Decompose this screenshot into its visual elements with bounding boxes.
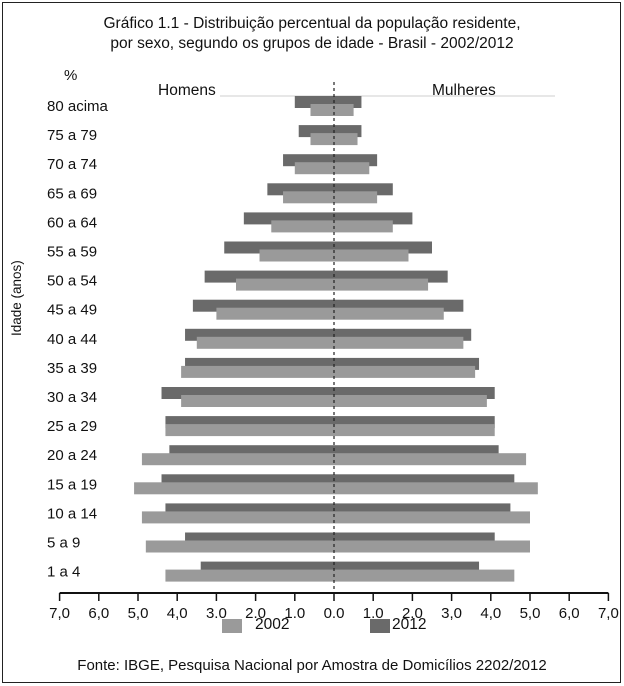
- x-tick-label: 1.0: [284, 605, 305, 622]
- bar-mulheres-2002: [334, 307, 444, 320]
- x-tick-label: 4,0: [167, 605, 188, 622]
- age-label: 10 a 14: [47, 505, 97, 522]
- age-label: 65 a 69: [47, 185, 97, 202]
- bar-homens-2002: [310, 133, 334, 146]
- x-tick-label: 7,0: [598, 605, 619, 622]
- unit-label: %: [64, 67, 78, 84]
- age-label: 35 a 39: [47, 360, 97, 377]
- x-tick-label: 3,0: [441, 605, 462, 622]
- x-tick-label: 2.0: [245, 605, 266, 622]
- bar-homens-2002: [165, 569, 334, 582]
- bar-mulheres-2002: [334, 249, 409, 262]
- mulheres-label: Mulheres: [432, 82, 496, 99]
- bar-homens-2002: [141, 453, 334, 466]
- x-tick-label: 5,0: [520, 605, 541, 622]
- age-label: 30 a 34: [47, 389, 97, 406]
- bar-mulheres-2002: [334, 511, 530, 524]
- chart-title: Gráfico 1.1 - Distribuição percentual da…: [0, 14, 624, 54]
- legend: 2002 2012: [0, 615, 624, 637]
- bar-mulheres-2002: [334, 424, 495, 437]
- bar-homens-2002: [236, 278, 334, 291]
- age-label: 75 a 79: [47, 127, 97, 144]
- bar-mulheres-2002: [334, 191, 378, 204]
- bar-homens-2002: [165, 424, 334, 437]
- bar-homens-2002: [283, 191, 334, 204]
- bar-mulheres-2002: [334, 104, 354, 116]
- bar-homens-2002: [271, 220, 334, 233]
- bar-mulheres-2002: [334, 569, 515, 582]
- x-tick-label: 1.0: [363, 605, 384, 622]
- chart-title-line2: por sexo, segundo os grupos de idade - B…: [110, 35, 514, 52]
- bar-homens-2002: [216, 307, 334, 320]
- age-label: 40 a 44: [47, 331, 97, 348]
- age-label: 60 a 64: [47, 214, 97, 231]
- x-tick-label: 7,0: [49, 605, 70, 622]
- bar-mulheres-2002: [334, 133, 358, 146]
- bar-mulheres-2002: [334, 453, 527, 466]
- age-label: 50 a 54: [47, 273, 97, 290]
- bar-mulheres-2002: [334, 540, 530, 553]
- bar-homens-2002: [141, 511, 334, 524]
- bar-homens-2002: [196, 336, 334, 349]
- x-tick-label: 4,0: [480, 605, 501, 622]
- age-label: 55 a 59: [47, 244, 97, 261]
- bar-homens-2002: [134, 482, 334, 495]
- homens-label: Homens: [158, 82, 216, 99]
- bar-mulheres-2002: [334, 162, 370, 175]
- age-label: 1 a 4: [47, 564, 80, 581]
- bar-homens-2002: [181, 365, 334, 378]
- age-label: 70 a 74: [47, 156, 97, 173]
- bar-homens-2002: [294, 162, 334, 175]
- bar-mulheres-2002: [334, 336, 464, 349]
- x-tick-label: 6,0: [88, 605, 109, 622]
- bar-homens-2002: [259, 249, 334, 262]
- age-label: 5 a 9: [47, 535, 80, 552]
- chart-title-line1: Gráfico 1.1 - Distribuição percentual da…: [103, 15, 521, 32]
- x-tick-label: 2.0: [402, 605, 423, 622]
- x-tick-label: 0.0: [324, 605, 345, 622]
- age-label: 45 a 49: [47, 302, 97, 319]
- age-label: 80 acima: [47, 98, 109, 115]
- chart-source: Fonte: IBGE, Pesquisa Nacional por Amost…: [77, 657, 547, 674]
- bar-mulheres-2002: [334, 365, 476, 378]
- bar-mulheres-2002: [334, 395, 487, 407]
- age-label: 25 a 29: [47, 418, 97, 435]
- legend-label-2002: 2002: [255, 616, 290, 633]
- x-tick-label: 6,0: [559, 605, 580, 622]
- bar-mulheres-2002: [334, 278, 429, 291]
- legend-swatch-2012: [370, 619, 390, 633]
- legend-swatch-2002: [222, 619, 242, 633]
- bar-mulheres-2002: [334, 220, 393, 233]
- bar-homens-2002: [310, 104, 334, 116]
- legend-label-2012: 2012: [392, 616, 427, 633]
- bar-homens-2002: [181, 395, 334, 407]
- bar-mulheres-2002: [334, 482, 538, 495]
- bar-homens-2002: [145, 540, 334, 553]
- age-label: 20 a 24: [47, 447, 97, 464]
- x-tick-label: 3.0: [206, 605, 227, 622]
- x-tick-label: 5,0: [128, 605, 149, 622]
- age-label: 15 a 19: [47, 476, 97, 493]
